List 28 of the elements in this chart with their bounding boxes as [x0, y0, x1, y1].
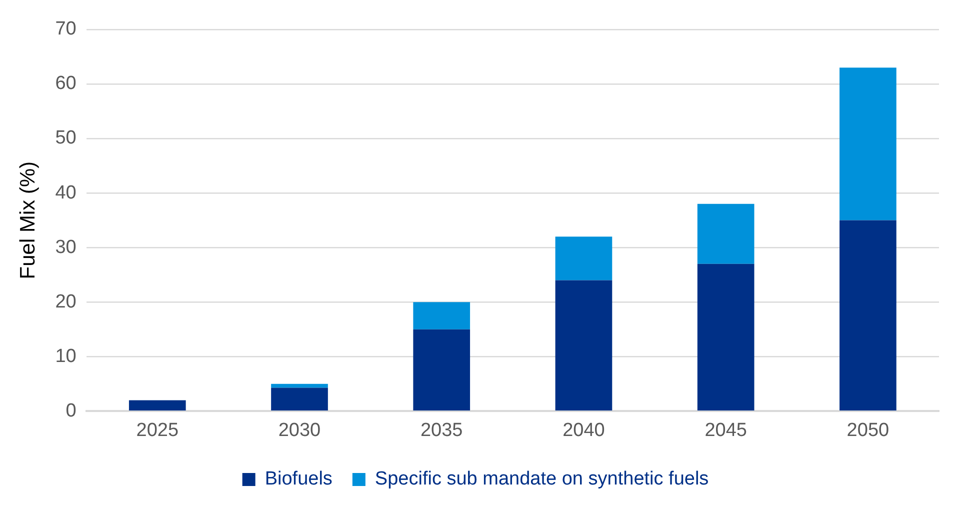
y-tick-label: 10 — [55, 346, 76, 367]
x-tick-label: 2045 — [704, 420, 747, 441]
bar — [840, 68, 896, 220]
x-tick-label: 2030 — [278, 420, 321, 441]
x-tick-label: 2050 — [846, 420, 890, 441]
legend-label: Biofuels — [264, 468, 332, 490]
y-tick-label: 30 — [55, 236, 76, 258]
x-tick-label: 2035 — [420, 420, 463, 441]
y-tick-label: 70 — [55, 18, 76, 40]
x-tick-label: 2040 — [562, 420, 605, 441]
y-axis-title: Fuel Mix (%) — [16, 161, 40, 280]
bar — [413, 302, 470, 330]
y-tick-label: 40 — [55, 182, 76, 204]
bar — [840, 220, 896, 411]
bar — [271, 384, 328, 388]
bar — [413, 329, 470, 411]
bar — [128, 400, 186, 411]
bar — [697, 264, 754, 411]
legend-label: Specific sub mandate on synthetic fuels — [374, 468, 709, 490]
y-tick-label: 0 — [66, 400, 76, 422]
y-tick-label: 60 — [55, 73, 76, 94]
bar — [555, 236, 612, 280]
y-tick-label: 50 — [55, 128, 76, 149]
bar — [697, 204, 754, 264]
x-tick-label: 2025 — [136, 420, 179, 441]
bar — [555, 280, 612, 411]
bar — [271, 388, 328, 411]
y-tick-label: 20 — [55, 291, 76, 312]
